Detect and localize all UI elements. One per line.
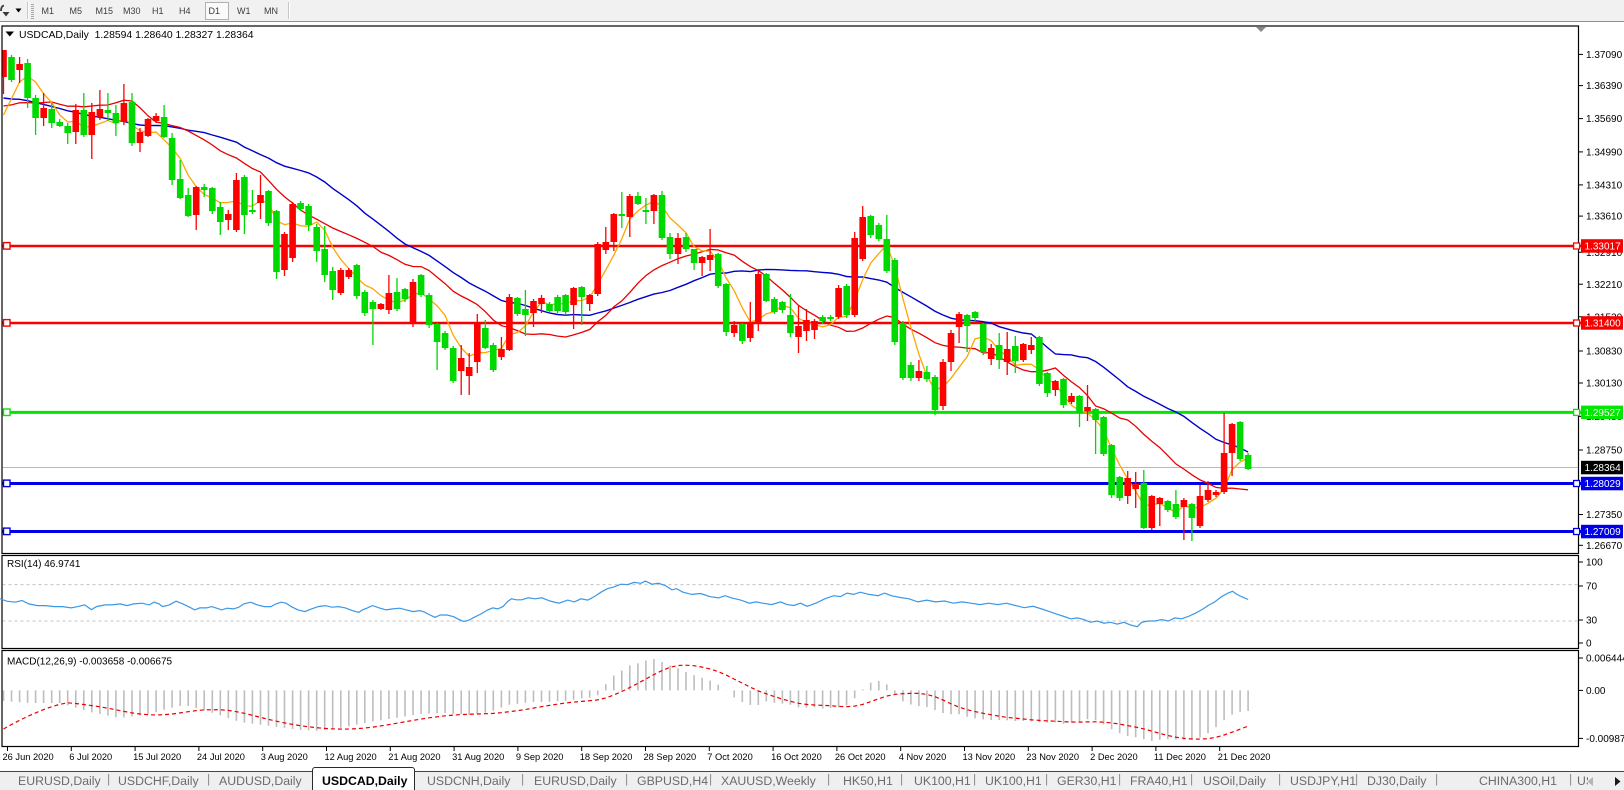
svg-text:0.00: 0.00 <box>1586 686 1606 697</box>
svg-text:1.31400: 1.31400 <box>1585 319 1622 330</box>
svg-text:1.37090: 1.37090 <box>1586 50 1623 61</box>
svg-text:1.30130: 1.30130 <box>1586 379 1623 390</box>
svg-text:1.35690: 1.35690 <box>1586 114 1623 125</box>
svg-text:1.34990: 1.34990 <box>1586 148 1623 159</box>
svg-text:1.28364: 1.28364 <box>1585 463 1622 474</box>
svg-text:0: 0 <box>1586 639 1592 650</box>
svg-text:1.27350: 1.27350 <box>1586 510 1623 521</box>
svg-text:21 Dec 2020: 21 Dec 2020 <box>1218 752 1271 762</box>
svg-text:1.28750: 1.28750 <box>1586 446 1623 457</box>
svg-text:3 Aug 2020: 3 Aug 2020 <box>261 752 308 762</box>
svg-text:1.30830: 1.30830 <box>1586 347 1623 358</box>
svg-text:26 Oct 2020: 26 Oct 2020 <box>835 752 886 762</box>
svg-text:6 Jul 2020: 6 Jul 2020 <box>69 752 112 762</box>
svg-text:24 Jul 2020: 24 Jul 2020 <box>197 752 245 762</box>
svg-text:31 Aug 2020: 31 Aug 2020 <box>452 752 504 762</box>
svg-text:1.33610: 1.33610 <box>1586 212 1623 223</box>
svg-text:26 Jun 2020: 26 Jun 2020 <box>3 752 54 762</box>
svg-text:1.28029: 1.28029 <box>1585 479 1622 490</box>
svg-text:1.32910: 1.32910 <box>1586 248 1623 259</box>
svg-text:13 Nov 2020: 13 Nov 2020 <box>963 752 1016 762</box>
svg-text:1.27009: 1.27009 <box>1585 527 1622 538</box>
svg-text:70: 70 <box>1586 582 1598 593</box>
svg-text:1.36390: 1.36390 <box>1586 81 1623 92</box>
svg-text:1.34310: 1.34310 <box>1586 181 1623 192</box>
svg-text:1.29527: 1.29527 <box>1585 408 1622 419</box>
svg-text:USDCAD,Daily 1.28594 1.28640: USDCAD,Daily 1.28594 1.28640 1.28327 1.2… <box>19 30 254 41</box>
svg-text:-0.0098712: -0.0098712 <box>1586 734 1624 745</box>
svg-text:23 Nov 2020: 23 Nov 2020 <box>1026 752 1079 762</box>
svg-text:4 Nov 2020: 4 Nov 2020 <box>899 752 947 762</box>
svg-text:MACD(12,26,9) -0.003658 -0.006: MACD(12,26,9) -0.003658 -0.006675 <box>7 657 173 668</box>
svg-text:1.26670: 1.26670 <box>1586 541 1623 552</box>
svg-text:RSI(14) 46.9741: RSI(14) 46.9741 <box>7 559 81 570</box>
svg-text:0.006444: 0.006444 <box>1586 654 1624 665</box>
svg-text:1.32210: 1.32210 <box>1586 280 1623 291</box>
svg-text:18 Sep 2020: 18 Sep 2020 <box>580 752 633 762</box>
svg-text:11 Dec 2020: 11 Dec 2020 <box>1154 752 1206 762</box>
svg-text:16 Oct 2020: 16 Oct 2020 <box>771 752 822 762</box>
svg-text:30: 30 <box>1586 616 1598 627</box>
svg-text:100: 100 <box>1586 558 1603 569</box>
svg-text:1.33017: 1.33017 <box>1585 242 1622 253</box>
svg-text:12 Aug 2020: 12 Aug 2020 <box>325 752 377 762</box>
svg-text:21 Aug 2020: 21 Aug 2020 <box>388 752 440 762</box>
svg-text:7 Oct 2020: 7 Oct 2020 <box>707 752 752 762</box>
svg-text:15 Jul 2020: 15 Jul 2020 <box>133 752 181 762</box>
svg-text:9 Sep 2020: 9 Sep 2020 <box>516 752 564 762</box>
svg-text:2 Dec 2020: 2 Dec 2020 <box>1090 752 1138 762</box>
svg-text:28 Sep 2020: 28 Sep 2020 <box>644 752 697 762</box>
